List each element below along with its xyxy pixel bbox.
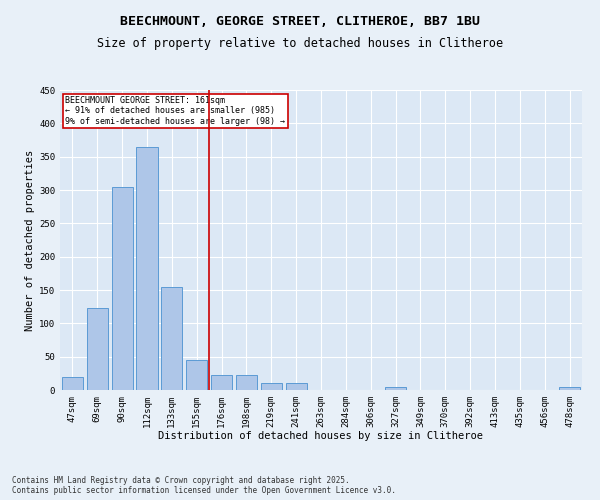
Bar (286, 384, 307, 390)
Bar (559, 386, 580, 390)
Y-axis label: Number of detached properties: Number of detached properties (25, 150, 35, 330)
Bar (136, 146, 158, 390)
Bar (62, 376, 83, 390)
X-axis label: Distribution of detached houses by size in Clitheroe: Distribution of detached houses by size … (158, 432, 484, 442)
Text: BEECHMOUNT, GEORGE STREET, CLITHEROE, BB7 1BU: BEECHMOUNT, GEORGE STREET, CLITHEROE, BB… (120, 15, 480, 28)
Bar (211, 376, 232, 390)
Bar (261, 384, 282, 390)
Bar (87, 308, 108, 390)
Bar (236, 376, 257, 390)
Bar (112, 186, 133, 390)
Bar (385, 386, 406, 390)
Text: Size of property relative to detached houses in Clitheroe: Size of property relative to detached ho… (97, 38, 503, 51)
Bar (186, 360, 207, 390)
Text: BEECHMOUNT GEORGE STREET: 161sqm
← 91% of detached houses are smaller (985)
9% o: BEECHMOUNT GEORGE STREET: 161sqm ← 91% o… (65, 96, 285, 126)
Text: Contains HM Land Registry data © Crown copyright and database right 2025.
Contai: Contains HM Land Registry data © Crown c… (12, 476, 396, 495)
Bar (161, 286, 182, 390)
